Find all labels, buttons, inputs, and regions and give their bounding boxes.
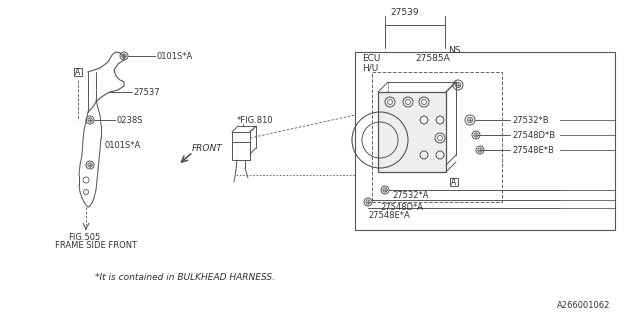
Text: 27585A: 27585A	[415, 53, 450, 62]
Bar	[378, 92, 446, 172]
Circle shape	[88, 118, 92, 122]
Text: 0238S: 0238S	[116, 116, 143, 124]
Text: A: A	[76, 68, 81, 76]
Text: FRAME SIDE FRONT: FRAME SIDE FRONT	[55, 241, 137, 250]
Text: 0101S*A: 0101S*A	[104, 140, 140, 149]
Bar	[372, 72, 502, 202]
Circle shape	[88, 163, 92, 167]
Bar	[355, 52, 615, 230]
Bar	[74, 68, 82, 76]
Text: A: A	[451, 178, 456, 187]
Text: *It is contained in BULKHEAD HARNESS.: *It is contained in BULKHEAD HARNESS.	[95, 274, 275, 283]
Text: 27548E*B: 27548E*B	[512, 146, 554, 155]
Text: A266001062: A266001062	[557, 300, 610, 309]
Text: 27548D*B: 27548D*B	[512, 131, 555, 140]
Circle shape	[467, 117, 473, 123]
Circle shape	[474, 133, 478, 137]
Circle shape	[383, 188, 387, 192]
Text: 0101S*A: 0101S*A	[156, 52, 192, 60]
Text: 27548E*A: 27548E*A	[368, 211, 410, 220]
Circle shape	[455, 82, 461, 88]
Text: 27539: 27539	[390, 7, 419, 17]
Text: H/U: H/U	[362, 63, 378, 73]
Text: 27532*A: 27532*A	[392, 190, 429, 199]
Bar	[450, 178, 458, 186]
Circle shape	[478, 148, 482, 152]
Bar	[232, 132, 250, 160]
Circle shape	[366, 200, 370, 204]
Text: NS: NS	[448, 45, 461, 54]
Text: 27548D*A: 27548D*A	[380, 203, 423, 212]
Text: ECU: ECU	[362, 53, 380, 62]
Text: FIG.505: FIG.505	[68, 234, 100, 243]
Text: 27532*B: 27532*B	[512, 116, 548, 124]
Circle shape	[122, 54, 126, 58]
Text: FRONT: FRONT	[192, 143, 223, 153]
Text: 27537: 27537	[133, 87, 159, 97]
Text: *FIG.810: *FIG.810	[237, 116, 274, 124]
